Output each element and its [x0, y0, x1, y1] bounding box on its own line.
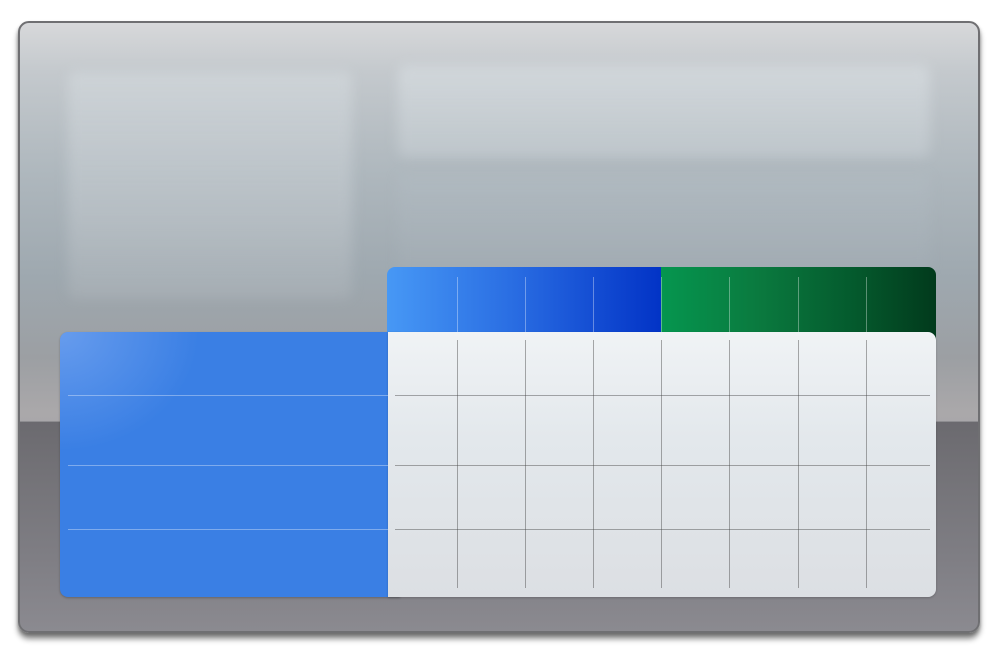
body-column-divider	[729, 340, 730, 588]
row-header-panel	[60, 332, 400, 597]
table-row-divider	[395, 465, 930, 466]
body-column-divider	[866, 340, 867, 588]
blurred-header-panel	[398, 65, 930, 157]
table-row-divider	[395, 395, 930, 396]
header-column-divider	[798, 277, 799, 332]
blurred-sidebar-panel	[68, 71, 352, 299]
body-column-divider	[593, 340, 594, 588]
row-header-divider	[68, 465, 388, 466]
header-column-divider	[729, 277, 730, 332]
row-header-divider	[68, 395, 388, 396]
body-column-divider	[798, 340, 799, 588]
table-body	[388, 332, 936, 597]
header-column-divider	[457, 277, 458, 332]
header-column-divider	[661, 277, 662, 332]
row-header-divider	[68, 529, 388, 530]
body-column-divider	[525, 340, 526, 588]
blurred-content-panel	[398, 173, 930, 273]
body-column-divider	[661, 340, 662, 588]
header-column-divider	[593, 277, 594, 332]
header-column-divider	[525, 277, 526, 332]
header-column-divider	[866, 277, 867, 332]
body-column-divider	[457, 340, 458, 588]
table-row-divider	[395, 529, 930, 530]
